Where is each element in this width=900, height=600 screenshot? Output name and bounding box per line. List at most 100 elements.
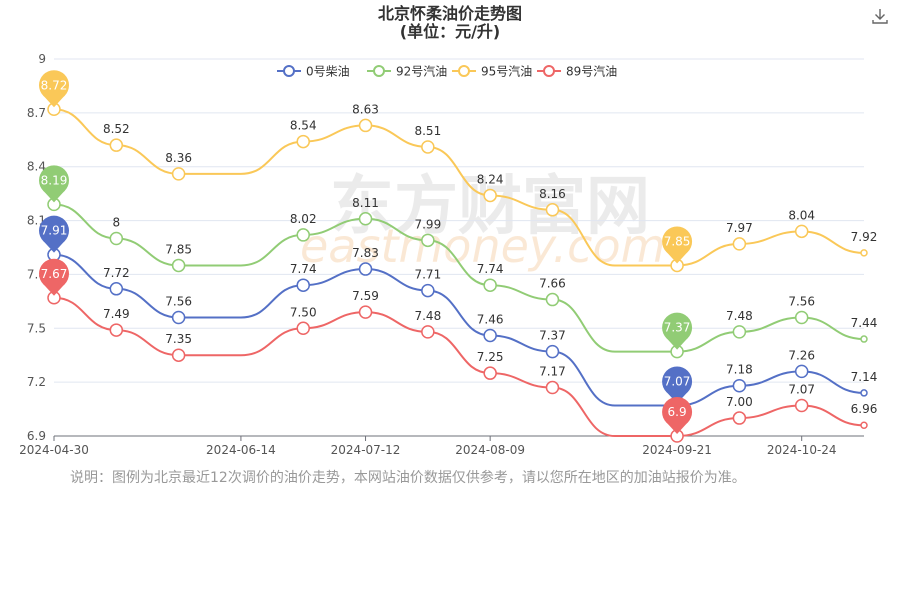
data-point (860, 389, 868, 397)
data-point (109, 138, 124, 152)
data-label: 7.56 (788, 295, 815, 309)
data-label: 7.14 (851, 370, 878, 384)
data-point (171, 167, 186, 181)
data-label: 7.48 (414, 309, 441, 323)
data-point (545, 380, 560, 395)
min-marker: 7.37 (662, 312, 693, 350)
data-point (109, 323, 124, 337)
max-marker: 8.72 (39, 70, 69, 108)
data-label: 7.00 (726, 395, 753, 409)
y-tick-label: 8.7 (27, 106, 46, 120)
min-marker-label: 7.37 (664, 321, 691, 335)
legend-label: 92号汽油 (396, 64, 447, 79)
y-tick-label: 7.2 (27, 375, 46, 389)
legend-label: 0号柴油 (306, 65, 350, 79)
chart-subtitle: (单位：元/升) (399, 22, 501, 41)
data-point (296, 321, 310, 336)
data-label: 7.49 (103, 307, 130, 321)
data-point (794, 224, 809, 239)
download-icon[interactable] (870, 6, 890, 26)
y-tick-label: 7.5 (27, 321, 46, 335)
data-labels: 7.72 7.56 7.74 7.83 7.71 7.46 7.37 7.18 7.26 7.14… (103, 102, 877, 416)
data-point (421, 140, 435, 154)
max-marker: 7.67 (39, 258, 69, 296)
y-tick-label: 8.4 (27, 160, 46, 174)
data-label: 7.74 (477, 262, 504, 276)
data-label: 8.04 (788, 208, 815, 222)
data-point (358, 262, 373, 276)
x-tick-label: 2024-07-12 (331, 443, 401, 457)
data-point (545, 203, 560, 217)
legend-label: 89号汽油 (566, 64, 617, 79)
legend-item-2[interactable]: 95号汽油 (452, 64, 532, 79)
data-label: 7.99 (414, 217, 441, 231)
data-label: 7.50 (290, 305, 317, 319)
min-marker-label: 6.9 (668, 405, 687, 419)
data-label: 8.11 (352, 196, 379, 210)
x-tick-label: 2024-04-30 (19, 443, 89, 457)
data-label: 7.46 (477, 312, 504, 326)
min-marker: 7.85 (662, 226, 693, 264)
data-point (421, 283, 435, 298)
data-point (358, 212, 373, 226)
legend-label: 95号汽油 (481, 64, 532, 79)
legend-symbol (283, 65, 295, 77)
data-point (421, 325, 435, 339)
legend-item-1[interactable]: 92号汽油 (367, 64, 447, 79)
data-point (732, 378, 747, 393)
data-point (358, 118, 373, 133)
max-marker-label: 7.91 (41, 224, 68, 238)
data-point (171, 310, 186, 325)
y-tick-label: 9 (38, 52, 46, 66)
data-point (483, 188, 497, 203)
data-label: 8.54 (290, 119, 317, 133)
min-marker-label: 7.07 (664, 374, 691, 388)
data-label: 7.44 (851, 316, 878, 330)
data-point (860, 249, 868, 257)
data-point (109, 282, 124, 296)
data-label: 8.51 (414, 124, 441, 138)
legend[interactable]: 0号柴油 92号汽油 95号汽油 89号汽油 (277, 64, 617, 79)
data-point (545, 344, 560, 359)
line-chart: 东方财富网 eastmoney.com 6.97.27.57.88.18.48.… (19, 52, 877, 457)
min-marker: 7.07 (662, 366, 693, 404)
data-point (794, 398, 809, 413)
data-label: 7.56 (165, 295, 192, 309)
data-point (296, 228, 310, 242)
data-label: 7.48 (726, 309, 753, 323)
x-tick-label: 2024-09-21 (642, 443, 712, 457)
data-point (358, 305, 373, 319)
data-point (860, 421, 868, 429)
data-label: 7.26 (788, 348, 815, 362)
data-point (171, 258, 186, 273)
max-marker: 8.19 (39, 165, 69, 203)
footnote: 说明：图例为北京最近12次调价的油价走势，本网站油价数据仅供参考，请以您所在地区… (70, 470, 746, 486)
legend-symbol (373, 65, 385, 77)
data-label: 7.59 (352, 289, 379, 303)
watermark-text: 东方财富网 (330, 170, 650, 244)
data-label: 7.07 (788, 382, 815, 396)
grid (54, 58, 864, 383)
data-label: 8.52 (103, 122, 130, 136)
min-marker: 6.9 (662, 397, 693, 434)
data-point (545, 292, 560, 307)
data-label: 7.37 (539, 329, 566, 343)
data-point (794, 310, 809, 325)
data-label: 8.16 (539, 187, 566, 201)
chart-title: 北京怀柔油价走势图 (377, 4, 522, 23)
data-point (171, 348, 186, 362)
data-point (483, 328, 497, 343)
min-marker-label: 7.85 (664, 234, 691, 248)
legend-item-3[interactable]: 89号汽油 (537, 64, 617, 79)
data-label: 7.85 (165, 242, 192, 256)
data-label: 7.83 (352, 246, 379, 260)
data-point (483, 366, 497, 380)
legend-item-0[interactable]: 0号柴油 (277, 65, 350, 79)
data-point (732, 411, 747, 425)
data-label: 8.02 (290, 212, 317, 226)
data-label: 8.36 (165, 151, 192, 165)
data-label: 7.71 (414, 268, 441, 282)
data-label: 7.17 (539, 365, 566, 379)
x-tick-label: 2024-08-09 (455, 443, 525, 457)
